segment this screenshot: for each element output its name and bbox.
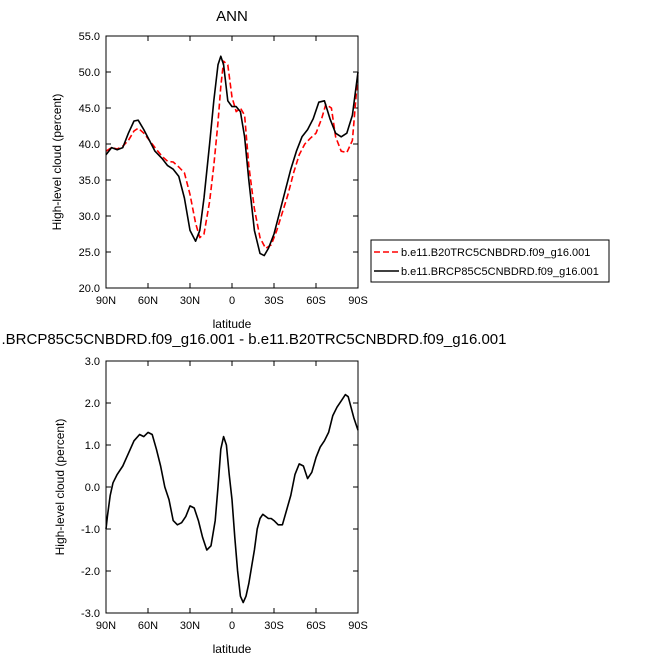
legend-label-rcp85: b.e11.BRCP85C5CNBDRD.f09_g16.001 bbox=[401, 266, 599, 278]
top-y-tick-label: 25.0 bbox=[79, 247, 100, 259]
top-y-tick-label: 30.0 bbox=[79, 211, 100, 223]
bottom-x-tick-label: 90N bbox=[96, 620, 116, 632]
top-x-tick-label: 30N bbox=[180, 295, 200, 307]
top-y-ticks: 20.0 25.0 30.0 35.0 40.0 45.0 50.0 55.0 bbox=[79, 31, 358, 295]
top-y-axis-label: High-level cloud (percent) bbox=[50, 94, 64, 231]
bottom-y-tick-label: 0.0 bbox=[85, 482, 100, 494]
bottom-x-tick-label: 30S bbox=[264, 620, 284, 632]
top-x-ticks: 90N 60N 30N 0 30S 60S 90S bbox=[96, 36, 368, 307]
bottom-y-ticks: -3.0 -2.0 -1.0 0.0 1.0 2.0 3.0 bbox=[81, 356, 358, 620]
top-title: ANN bbox=[216, 8, 248, 25]
top-y-tick-label: 50.0 bbox=[79, 67, 100, 79]
bottom-x-tick-label: 60S bbox=[306, 620, 326, 632]
bottom-y-tick-label: -2.0 bbox=[81, 566, 100, 578]
legend-box bbox=[370, 239, 610, 283]
top-y-tick-label: 55.0 bbox=[79, 31, 100, 43]
top-plot-frame bbox=[105, 35, 359, 289]
top-series-line-1 bbox=[105, 55, 359, 257]
bottom-x-tick-label: 60N bbox=[138, 620, 158, 632]
bottom-plot-frame bbox=[105, 360, 359, 614]
top-y-tick-label: 35.0 bbox=[79, 175, 100, 187]
bottom-y-tick-label: -3.0 bbox=[81, 608, 100, 620]
top-x-tick-label: 90S bbox=[348, 295, 368, 307]
bottom-panel: .BRCP85C5CNBDRD.f09_g16.001 - b.e11.B20T… bbox=[2, 331, 507, 656]
top-panel: ANN 20.0 25.0 30.0 35.0 40.0 45.0 50.0 55.0 90N… bbox=[50, 8, 610, 331]
top-series-lines bbox=[105, 55, 359, 257]
bottom-series-lines bbox=[105, 393, 359, 604]
bottom-x-axis-label: latitude bbox=[213, 642, 252, 656]
top-x-tick-label: 90N bbox=[96, 295, 116, 307]
top-y-tick-label: 45.0 bbox=[79, 103, 100, 115]
top-y-tick-label: 40.0 bbox=[79, 139, 100, 151]
legend-label-control: b.e11.B20TRC5CNBDRD.f09_g16.001 bbox=[401, 247, 590, 259]
bottom-x-tick-label: 30N bbox=[180, 620, 200, 632]
bottom-y-tick-label: 3.0 bbox=[85, 356, 100, 368]
bottom-series-line-0 bbox=[105, 393, 359, 604]
bottom-y-tick-label: 1.0 bbox=[85, 440, 100, 452]
bottom-x-ticks: 90N 60N 30N 0 30S 60S 90S bbox=[96, 361, 368, 632]
bottom-y-tick-label: 2.0 bbox=[85, 398, 100, 410]
top-y-tick-label: 20.0 bbox=[79, 283, 100, 295]
top-x-tick-label: 60S bbox=[306, 295, 326, 307]
bottom-y-tick-label: -1.0 bbox=[81, 524, 100, 536]
top-x-tick-label: 0 bbox=[229, 295, 235, 307]
bottom-title: .BRCP85C5CNBDRD.f09_g16.001 - b.e11.B20T… bbox=[2, 331, 507, 348]
bottom-y-axis-label: High-level cloud (percent) bbox=[53, 419, 67, 556]
legend: b.e11.B20TRC5CNBDRD.f09_g16.001 b.e11.BR… bbox=[370, 239, 610, 283]
top-x-tick-label: 30S bbox=[264, 295, 284, 307]
top-x-axis-label: latitude bbox=[213, 317, 252, 331]
bottom-x-tick-label: 90S bbox=[348, 620, 368, 632]
bottom-x-tick-label: 0 bbox=[229, 620, 235, 632]
top-x-tick-label: 60N bbox=[138, 295, 158, 307]
top-series-line-0 bbox=[105, 60, 359, 250]
